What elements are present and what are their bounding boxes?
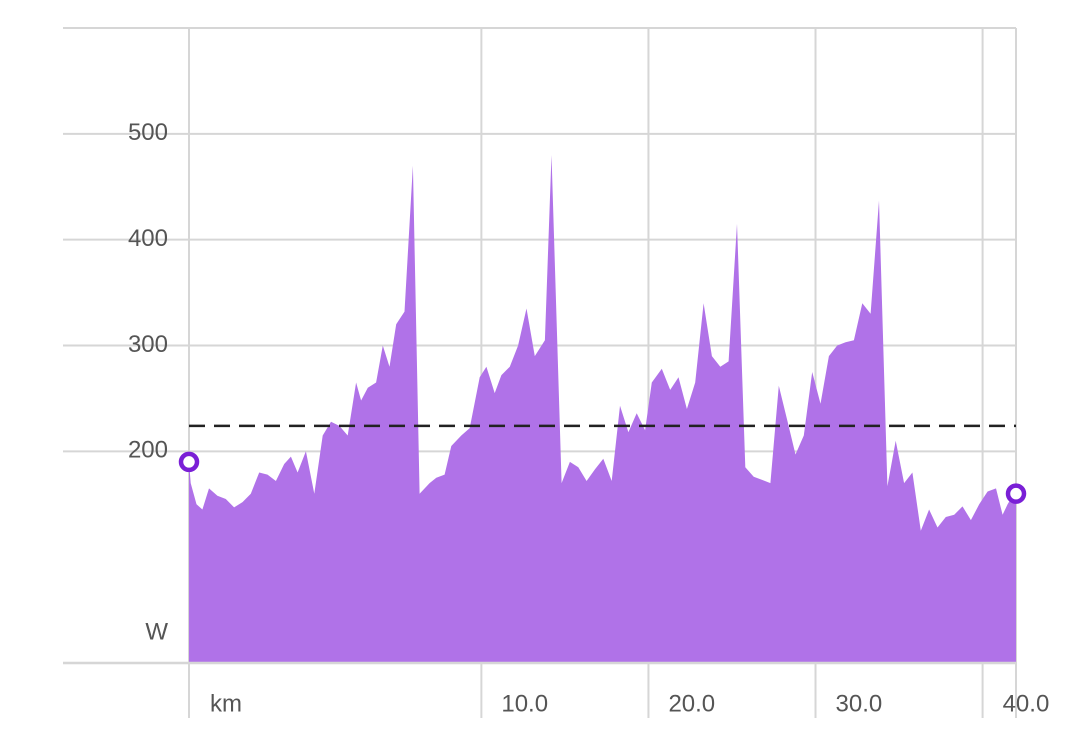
x-tick-label-10: 10.0 <box>501 690 548 717</box>
endpoint-markers <box>178 451 1027 504</box>
start-point-marker <box>178 451 200 473</box>
y-unit-label: W <box>145 618 168 645</box>
power-area <box>189 155 1016 663</box>
tick-labels: 200 300 400 500 Wkm 10.0 20.0 30.0 40.0 <box>128 119 1049 717</box>
x-tick-label-20: 20.0 <box>668 690 715 717</box>
area-series <box>189 155 1016 663</box>
y-tick-label-500: 500 <box>128 119 168 146</box>
x-unit-label: km <box>210 690 242 717</box>
y-tick-label-200: 200 <box>128 437 168 464</box>
y-tick-label-300: 300 <box>128 331 168 358</box>
x-tick-label-40: 40.0 <box>1003 690 1050 717</box>
y-tick-label-400: 400 <box>128 225 168 252</box>
x-tick-label-30: 30.0 <box>836 690 883 717</box>
end-point-marker <box>1005 483 1027 504</box>
